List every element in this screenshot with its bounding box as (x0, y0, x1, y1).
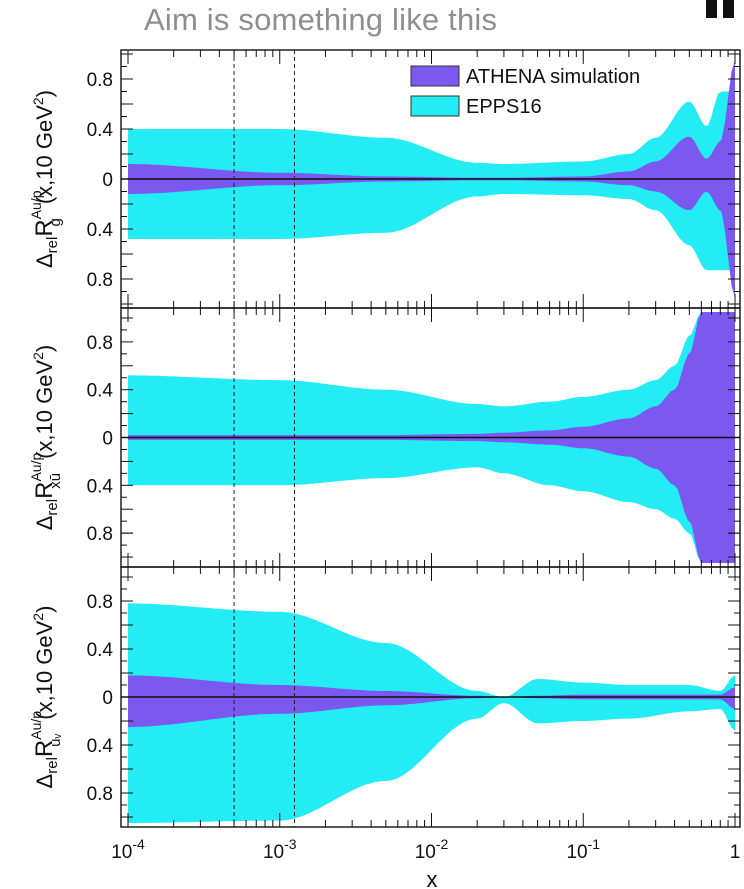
y-tick-label: 0.4 (87, 476, 114, 497)
y-tick-label: 0.8 (87, 70, 113, 91)
ylabel-args: (x,10 GeV (32, 105, 57, 204)
x-tick-exp: -3 (284, 836, 297, 852)
y-tick-label: 0.4 (87, 640, 114, 661)
x-tick-base: 10 (566, 842, 587, 863)
bands (128, 603, 735, 823)
ylabel-sub-rel: rel (44, 237, 61, 254)
y-axis-title: ΔrelRAu/puᵥ (x,10 GeV2) (28, 606, 64, 789)
ylabel-args: (x,10 GeV (32, 620, 57, 719)
legend-label: ATHENA simulation (466, 66, 640, 88)
ylabel-sup: Au/p (28, 453, 44, 482)
y-tick-label: 0.8 (87, 270, 113, 291)
y-axis-title: ΔrelRAu/pg (x,10 GeV2) (28, 90, 64, 268)
ylabel-sub-parton: xū (47, 473, 64, 489)
y-tick-label: 0 (102, 429, 113, 450)
ylabel-args-sup: 2 (30, 97, 46, 105)
x-tick-base: 10 (415, 842, 436, 863)
y-tick-label: 0.4 (87, 120, 114, 141)
y-tick-label: 0.8 (87, 524, 113, 545)
panel-ubar: 0.8 0.4 0 0.4 0.8 ΔrelRAu/p xū (x,10 GeV2) (28, 307, 741, 568)
x-tick-label: 10-1 (566, 836, 600, 863)
x-tick-exp: -2 (436, 836, 449, 852)
ylabel-sub-parton: uᵥ (47, 734, 64, 747)
x-tick-label: 10-4 (111, 836, 145, 863)
ylabel-args-sup: 2 (30, 613, 46, 621)
x-tick-label: 10-3 (263, 836, 297, 863)
ylabel-r: R (31, 740, 58, 757)
ylabel-args-sup: 2 (30, 352, 46, 360)
x-tick-exp: -1 (588, 836, 601, 852)
athena-band (128, 675, 735, 727)
y-tick-label: 0.4 (87, 736, 114, 757)
ylabel-close: ) (32, 90, 57, 97)
y-axis-title: ΔrelRAu/p xū (x,10 GeV2) (28, 345, 64, 531)
y-tick-label: 0.8 (87, 784, 113, 805)
ylabel-delta: Δ (32, 253, 57, 268)
panel-gluon: 0.8 0.4 0 0.4 0.8 ΔrelRAu/pg (x,10 GeV2) (28, 49, 741, 309)
y-tick-label: 0.4 (87, 381, 114, 402)
ylabel-r: R (31, 482, 58, 499)
x-tick-label: 1 (730, 842, 741, 863)
ylabel-sup: Au/p (28, 711, 44, 740)
x-tick-base: 10 (263, 842, 284, 863)
panel-uvalence: 0.8 0.4 0 0.4 0.8 ΔrelRAu/puᵥ (x,10 GeV2) (28, 566, 741, 828)
x-tick-base: 1 (730, 842, 741, 863)
corner-marks (706, 0, 744, 20)
legend-label: EPPS16 (466, 96, 542, 118)
ylabel-delta: Δ (32, 515, 57, 530)
y-tick-label: 0.8 (87, 592, 113, 613)
ylabel-sub-parton: g (47, 218, 64, 226)
ylabel-sup: Au/p (28, 190, 44, 219)
ylabel-args: (x,10 GeV (32, 360, 57, 459)
ylabel-delta: Δ (32, 773, 57, 788)
ylabel-close: ) (32, 606, 57, 613)
x-tick-exp: -4 (132, 836, 145, 852)
y-tick-label: 0 (102, 170, 113, 191)
x-tick-label: 10-2 (415, 836, 449, 863)
legend: ATHENA simulation EPPS16 (410, 65, 640, 118)
ylabel-sub-rel: rel (44, 499, 61, 516)
y-tick-label: 0 (102, 688, 113, 709)
y-tick-label: 0.8 (87, 333, 113, 354)
x-axis-title: x (427, 867, 438, 889)
ylabel-r: R (31, 219, 58, 236)
legend-swatch (410, 65, 460, 87)
epps16-band (128, 603, 735, 823)
caption-title: Aim is something like this (144, 2, 498, 37)
y-tick-label: 0.4 (87, 220, 114, 241)
legend-swatch (410, 95, 460, 117)
x-tick-base: 10 (111, 842, 132, 863)
ylabel-close: ) (32, 345, 57, 352)
ylabel-sub-rel: rel (44, 757, 61, 774)
